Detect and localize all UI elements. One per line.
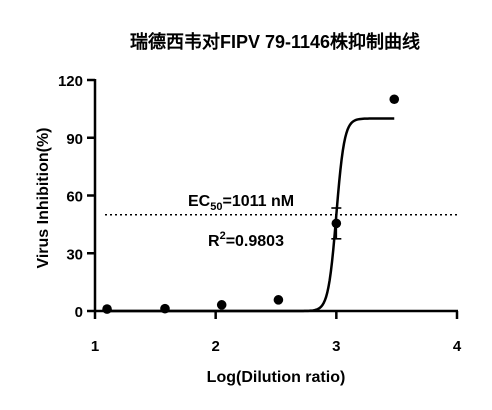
ec50-value: =1011 nM	[222, 193, 294, 210]
r2-value: =0.9803	[226, 233, 284, 250]
x-axis-label: Log(Dilution ratio)	[207, 369, 346, 386]
data-point	[331, 218, 342, 229]
plot-layer: 0 30 60 90 120 1 2 3 4	[58, 73, 462, 355]
r2-prefix: R	[208, 233, 220, 250]
y-tick-label: 0	[75, 304, 83, 321]
data-point	[102, 304, 112, 314]
y-tick-label: 60	[66, 189, 83, 206]
fit-curve	[107, 117, 395, 313]
x-tick-label: 2	[211, 338, 219, 355]
ec50-prefix: EC	[188, 193, 211, 210]
ec50-annotation: EC50=1011 nM	[188, 193, 294, 213]
r2-superscript: 2	[220, 230, 226, 242]
x-tick-label: 4	[453, 338, 462, 355]
chart-title: 瑞德西韦对FIPV 79-1146株抑制曲线	[130, 31, 420, 52]
r2-annotation: R2=0.9803	[208, 230, 284, 250]
y-axis-label: Virus Inhibition(%)	[35, 127, 52, 268]
x-tick-label: 3	[332, 338, 340, 355]
data-point	[160, 303, 170, 314]
y-tick-label: 90	[66, 131, 83, 148]
y-tick-label: 30	[66, 246, 83, 263]
ec50-subscript: 50	[210, 201, 222, 213]
data-point	[216, 300, 227, 310]
x-tick-label: 1	[91, 338, 99, 355]
y-tick-label: 120	[58, 73, 83, 90]
data-point	[389, 94, 400, 105]
data-point	[273, 295, 284, 305]
